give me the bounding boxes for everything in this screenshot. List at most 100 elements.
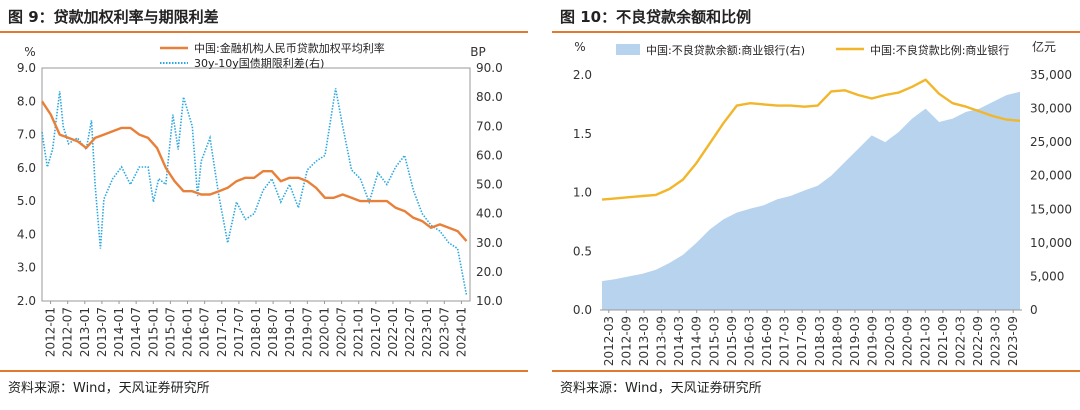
term-spread-line	[41, 88, 468, 296]
npl-ratio-line	[601, 78, 1021, 201]
x-tick-label: 2020-01	[317, 307, 331, 357]
figure-9-panel: 图 9：贷款加权利率与期限利差 % BP 2.0 3.0 4.0 5.0 6.0 7.0 8.0…	[0, 0, 528, 410]
source-note: 资料来源：Wind，天风证券研究所	[560, 381, 762, 396]
y-tick-label-left: 6.0	[17, 161, 36, 175]
legend-label-npl-ratio: 中国:不良贷款比例:商业银行	[870, 43, 1009, 57]
y-tick-label-right: 25,000	[1030, 135, 1072, 149]
x-tick-label: 2018-07	[266, 307, 280, 357]
x-tick-label: 2023-03	[989, 316, 1003, 366]
y-tick-label-right: 20,000	[1030, 169, 1072, 183]
y-tick-label-right: 60.0	[476, 148, 503, 162]
x-tick-label: 2020-09	[901, 316, 915, 366]
x-tick-label: 2012-03	[602, 316, 616, 366]
x-tick-label: 2023-01	[420, 307, 434, 357]
y-tick-label-right: 50.0	[476, 178, 503, 192]
y-tick-label-right: 30,000	[1030, 102, 1072, 116]
y-tick-label-left: 1.5	[573, 127, 592, 141]
y-tick-label-right: 30.0	[476, 236, 503, 250]
y-tick-label-left: 8.0	[17, 94, 36, 108]
y-axis-unit-left: %	[24, 45, 35, 59]
x-tick-label: 2016-01	[181, 307, 195, 357]
y-tick-label-left: 2.0	[17, 294, 36, 308]
x-tick-label: 2017-03	[778, 316, 792, 366]
footer-divider	[0, 370, 528, 372]
x-tick-label: 2021-07	[369, 307, 383, 357]
title-divider	[552, 31, 1080, 33]
x-tick-label: 2014-03	[672, 316, 686, 366]
x-tick-label: 2016-09	[760, 316, 774, 366]
x-tick-label: 2012-01	[44, 307, 58, 357]
legend-label-term-spread: 30y-10y国债期限利差(右)	[194, 56, 324, 70]
chart-9-svg: % BP 2.0 3.0 4.0 5.0 6.0 7.0 8.0 9.0 10.0 20.0 30.0 4…	[17, 41, 503, 357]
plot-frame	[41, 67, 471, 302]
y-tick-label-left: 2.0	[573, 68, 592, 82]
y-tick-label-right: 10.0	[476, 294, 503, 308]
x-tick-label: 2020-03	[883, 316, 897, 366]
y-tick-label-right: 80.0	[476, 90, 503, 104]
x-tick-label: 2013-07	[95, 307, 109, 357]
x-tick-label: 2016-07	[198, 307, 212, 357]
footer-divider	[552, 370, 1080, 372]
x-tick-label: 2015-01	[146, 307, 160, 357]
x-tick-label: 2014-09	[690, 316, 704, 366]
x-tick-label: 2022-01	[386, 307, 400, 357]
y-tick-label-right: 35,000	[1030, 68, 1072, 82]
y-tick-label-right: 20.0	[476, 265, 503, 279]
y-tick-label-left: 0.0	[573, 303, 592, 317]
y-tick-label-right: 40.0	[476, 207, 503, 221]
chart-title: 图 9：贷款加权利率与期限利差	[8, 8, 219, 26]
y-tick-label-left: 3.0	[17, 261, 36, 275]
x-tick-label: 2014-07	[129, 307, 143, 357]
x-tick-label: 2019-07	[300, 307, 314, 357]
y-tick-label-right: 90.0	[476, 61, 503, 75]
x-tick-label: 2023-09	[1006, 316, 1020, 366]
x-tick-label: 2024-01	[454, 307, 468, 357]
legend-swatch-npl-balance	[616, 44, 640, 55]
figure-10-panel: 图 10：不良贷款余额和比例 % 亿元 0.0 0.5 1.0 1.5 2.0 0 5,000 1…	[552, 0, 1080, 410]
legend-label-npl-balance: 中国:不良贷款余额:商业银行(右)	[646, 43, 805, 57]
x-tick-label: 2017-07	[232, 307, 246, 357]
x-tick-label: 2018-09	[830, 316, 844, 366]
loan-rate-line	[40, 100, 468, 242]
x-tick-label: 2020-07	[335, 307, 349, 357]
npl-balance-area	[602, 91, 1020, 310]
x-tick-label: 2016-03	[742, 316, 756, 366]
x-tick-label: 2018-01	[249, 307, 263, 357]
x-tick-label: 2014-01	[112, 307, 126, 357]
x-tick-label: 2022-09	[971, 316, 985, 366]
y-tick-label-right: 10,000	[1030, 236, 1072, 250]
title-divider	[0, 31, 528, 33]
y-tick-label-left: 7.0	[17, 128, 36, 142]
y-tick-label-left: 0.5	[573, 244, 592, 258]
x-tick-label: 2019-09	[866, 316, 880, 366]
y-tick-label-right: 0	[1030, 303, 1038, 317]
y-tick-label-right: 15,000	[1030, 202, 1072, 216]
x-tick-label: 2022-07	[403, 307, 417, 357]
x-tick-label: 2015-03	[707, 316, 721, 366]
x-tick-label: 2022-03	[953, 316, 967, 366]
x-tick-label: 2023-07	[437, 307, 451, 357]
y-axis-unit-right: BP	[470, 45, 485, 59]
x-tick-label: 2021-03	[918, 316, 932, 366]
x-tick-label: 2015-07	[163, 307, 177, 357]
y-tick-label-right: 5,000	[1030, 269, 1064, 283]
x-tick-label: 2018-03	[813, 316, 827, 366]
y-tick-label-left: 4.0	[17, 227, 36, 241]
x-tick-label: 2021-01	[352, 307, 366, 357]
chart-10-svg: % 亿元 0.0 0.5 1.0 1.5 2.0 0 5,000 10,000 15,000 20,0…	[573, 39, 1072, 366]
x-tick-label: 2015-09	[725, 316, 739, 366]
x-tick-label: 2013-01	[78, 307, 92, 357]
y-axis-unit-right: 亿元	[1032, 39, 1056, 54]
y-tick-label-left: 5.0	[17, 194, 36, 208]
legend-label-loan-rate: 中国:金融机构人民币贷款加权平均利率	[194, 41, 385, 55]
chart-title: 图 10：不良贷款余额和比例	[560, 8, 752, 26]
x-tick-label: 2017-09	[795, 316, 809, 366]
x-tick-label: 2019-01	[283, 307, 297, 357]
source-note: 资料来源：Wind，天风证券研究所	[8, 381, 210, 396]
x-tick-label: 2012-07	[61, 307, 75, 357]
x-tick-label: 2013-09	[655, 316, 669, 366]
y-tick-label-right: 70.0	[476, 119, 503, 133]
y-tick-label-left: 1.0	[573, 186, 592, 200]
x-tick-label: 2017-01	[215, 307, 229, 357]
y-tick-label-left: 9.0	[17, 61, 36, 75]
